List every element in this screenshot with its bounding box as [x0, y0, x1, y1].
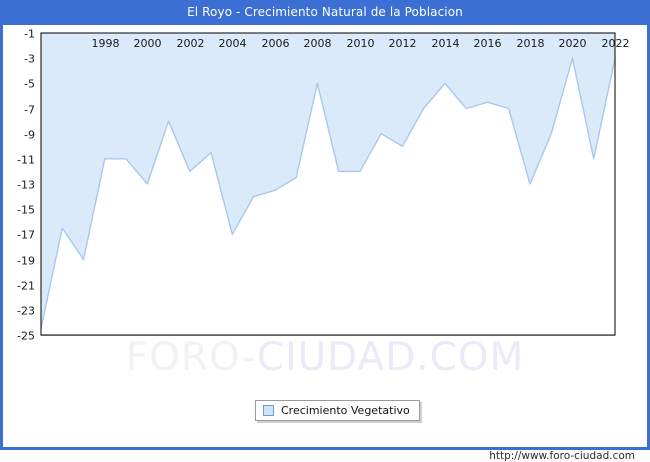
y-tick-label: -25 [17, 330, 35, 343]
chart-canvas: -1 -3 -5 -7 -9 -11 -13 -15 -17 -19 -21 -23 -25 1998 2… [3, 25, 647, 462]
window-title: El Royo - Crecimiento Natural de la Pobl… [0, 0, 650, 25]
legend-swatch-crecimiento-vegetativo [263, 405, 274, 416]
line-area-chart: -1 -3 -5 -7 -9 -11 -13 -15 -17 -19 -21 -23 -25 1998 2… [17, 28, 630, 343]
x-tick-label: 2016 [474, 37, 502, 50]
y-tick-label: -15 [17, 204, 35, 217]
chart-legend[interactable]: Crecimiento Vegetativo [255, 400, 420, 421]
footer-source-url: http://www.foro-ciudad.com [489, 450, 635, 462]
x-tick-label: 2008 [304, 37, 332, 50]
x-tick-label: 1998 [92, 37, 120, 50]
y-tick-label: -13 [17, 179, 35, 192]
plot-border [40, 32, 616, 336]
y-tick-label: -3 [24, 53, 35, 66]
y-tick-label: -9 [24, 129, 35, 142]
x-axis-tick-labels: 1998 2000 2002 2004 2006 2008 2010 2012 2014 2016… [92, 37, 630, 50]
y-tick-label: -21 [17, 280, 35, 293]
x-tick-label: 2012 [389, 37, 417, 50]
x-tick-label: 2000 [134, 37, 162, 50]
y-tick-label: -17 [17, 229, 35, 242]
y-tick-label: -7 [24, 104, 35, 117]
y-tick-label: -1 [24, 28, 35, 41]
x-tick-label: 2018 [517, 37, 545, 50]
x-tick-label: 2004 [219, 37, 247, 50]
y-tick-label: -11 [17, 154, 35, 167]
y-tick-label: -19 [17, 255, 35, 268]
x-tick-label: 2020 [559, 37, 587, 50]
x-tick-label: 2022 [602, 37, 630, 50]
y-tick-label: -5 [24, 78, 35, 91]
x-tick-label: 2002 [177, 37, 205, 50]
y-tick-label: -23 [17, 305, 35, 318]
series-line-path [40, 57, 616, 329]
legend-label-crecimiento-vegetativo: Crecimiento Vegetativo [281, 404, 410, 417]
x-tick-label: 2006 [262, 37, 290, 50]
y-axis-tick-labels: -1 -3 -5 -7 -9 -11 -13 -15 -17 -19 -21 -23 -25 [17, 28, 35, 343]
x-tick-label: 2014 [432, 37, 460, 50]
x-tick-label: 2010 [347, 37, 375, 50]
